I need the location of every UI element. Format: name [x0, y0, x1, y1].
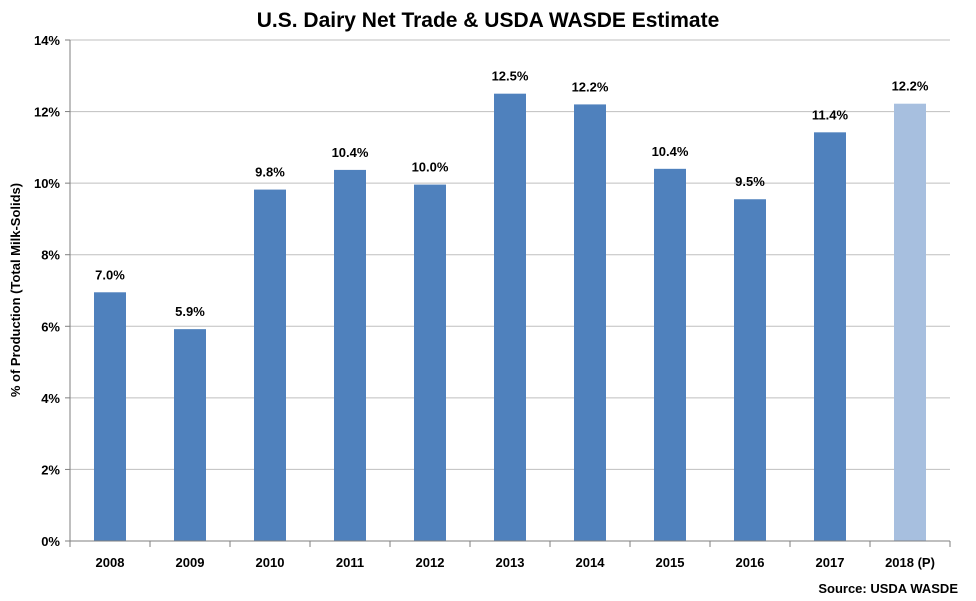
data-label: 11.4%: [812, 107, 849, 122]
bar: [734, 199, 766, 541]
bar: [654, 168, 686, 542]
y-tick-label: 10%: [34, 176, 60, 191]
bar: [814, 132, 846, 541]
y-tick-label: 6%: [41, 319, 60, 334]
data-label: 7.0%: [95, 267, 125, 282]
x-tick-label: 2010: [256, 555, 285, 570]
y-axis-ticks: 0% 2% 4% 6% 8% 10% 12% 14%: [34, 33, 70, 549]
x-tick-label: 2009: [176, 555, 205, 570]
y-tick-label: 4%: [41, 391, 60, 406]
bar: [894, 103, 926, 541]
y-tick-label: 12%: [34, 105, 60, 120]
x-axis-ticks: 2008 2009 2010 2011 2012 2013 2014 2015 2016 2017…: [69, 541, 951, 570]
data-label: 5.9%: [175, 304, 205, 319]
y-tick-label: 14%: [34, 33, 60, 48]
x-tick-label: 2017: [816, 555, 845, 570]
x-tick-label: 2016: [736, 555, 765, 570]
x-tick-label: 2011: [336, 555, 364, 570]
x-tick-label: 2012: [416, 555, 445, 570]
data-labels: 7.0% 5.9% 9.8% 10.4% 10.0% 12.5% 12.2% 10.4% 9.5…: [95, 69, 929, 319]
y-tick-label: 8%: [41, 248, 60, 263]
x-tick-label: 2008: [96, 555, 125, 570]
bar: [94, 292, 126, 541]
data-label: 10.4%: [652, 144, 689, 159]
x-tick-label: 2013: [496, 555, 525, 570]
x-tick-label: 2014: [576, 555, 606, 570]
data-label: 9.8%: [255, 165, 285, 180]
y-axis-label: % of Production (Total Milk-Solids): [8, 183, 23, 397]
y-tick-label: 2%: [41, 462, 60, 477]
data-label: 9.5%: [735, 174, 765, 189]
axes: [69, 40, 950, 542]
chart-title: U.S. Dairy Net Trade & USDA WASDE Estima…: [257, 9, 720, 32]
data-label: 10.4%: [332, 145, 369, 160]
data-label: 10.0%: [412, 160, 449, 175]
x-tick-label: 2018 (P): [885, 555, 935, 570]
bar: [174, 329, 206, 541]
bar: [334, 169, 366, 541]
data-label: 12.2%: [892, 79, 929, 94]
bar: [254, 189, 286, 541]
bar: [574, 104, 606, 542]
bars: [94, 93, 926, 542]
y-tick-label: 0%: [41, 534, 60, 549]
data-label: 12.2%: [572, 79, 609, 94]
bar: [494, 93, 526, 541]
x-tick-label: 2015: [656, 555, 685, 570]
bar: [414, 184, 446, 541]
source-note: Source: USDA WASDE: [818, 581, 958, 596]
data-label: 12.5%: [492, 69, 529, 84]
